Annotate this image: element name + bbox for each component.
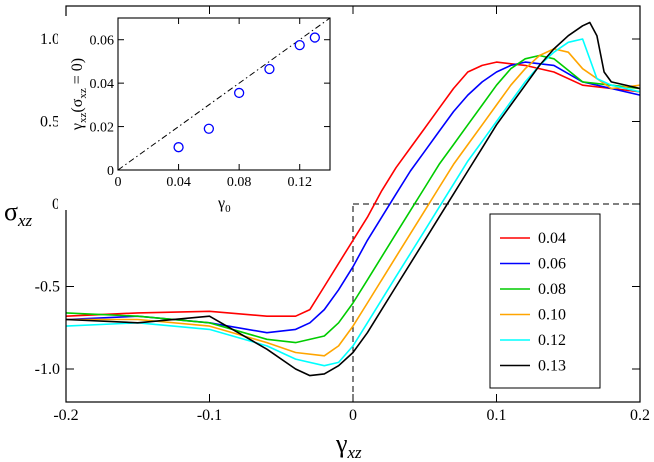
series-line-0.06	[65, 61, 641, 334]
inset-data-point	[233, 87, 245, 99]
inset-axis-ticks: 0 0.04 0.08 0.12 0 0.02 0.04 0.06	[90, 18, 330, 190]
legend-label: 0.06	[538, 256, 566, 273]
inset-reference-line	[117, 17, 331, 171]
legend-label: 0.08	[538, 281, 566, 298]
x-tick-label: 0.1	[487, 407, 507, 424]
inset-x-axis-label: γ0	[217, 195, 231, 215]
inset-y-paren-right: = 0)	[69, 58, 86, 88]
inset-data-point	[294, 39, 305, 51]
x-axis-symbol: γ	[335, 429, 348, 458]
legend-box	[489, 213, 601, 389]
inset-x-symbol: γ	[217, 195, 225, 212]
legend-label: 0.10	[538, 307, 566, 324]
series-line-0.04	[65, 61, 641, 318]
inset-x-tick-label: 0.08	[227, 175, 252, 190]
inset-y-paren-subscript: xz	[77, 88, 89, 99]
inset-y-tick-label: 0	[107, 164, 114, 179]
x-tick-label: 0	[349, 407, 357, 424]
y-tick-label: 0	[52, 196, 60, 213]
legend-label: 0.04	[538, 230, 566, 247]
main-axis-ticks: -0.2 -0.1 0 0.1 0.2 -1.0 -0.5 0 0.5 1.0	[35, 6, 650, 424]
main-reference-lines	[352, 203, 640, 402]
inset-y-tick-label: 0.06	[90, 34, 115, 49]
y-axis-label: σxz	[4, 197, 33, 230]
y-axis-symbol: σ	[4, 197, 18, 226]
series-line-0.10	[66, 48, 641, 357]
main-series-group	[65, 21, 641, 377]
inset-y-paren-left: (σ	[69, 98, 86, 112]
inset-data-point	[264, 63, 275, 75]
inset-data-point	[309, 32, 321, 43]
y-tick-label: 0.5	[40, 114, 60, 131]
inset-y-tick-label: 0.04	[90, 77, 115, 92]
inset-plot-frame	[117, 17, 331, 171]
inset-x-tick-label: 0.12	[287, 175, 312, 190]
y-tick-label: 1.0	[40, 31, 60, 48]
x-axis-label: γxz	[335, 429, 362, 462]
y-tick-label: -0.5	[35, 279, 60, 296]
series-line-0.13	[65, 21, 641, 377]
inset-y-symbol: γ	[69, 123, 86, 131]
inset-y-axis-label: γxz(σxz = 0)	[69, 58, 89, 131]
inset-background	[58, 16, 332, 210]
series-line-0.12	[65, 38, 641, 367]
x-axis-subscript: xz	[347, 443, 363, 462]
x-tick-label: -0.2	[53, 407, 78, 424]
x-tick-label: -0.1	[197, 407, 222, 424]
inset-x-tick-label: 0	[115, 175, 122, 190]
inset-y-tick-label: 0.02	[90, 121, 115, 136]
inset-x-subscript: 0	[225, 203, 231, 215]
inset-content	[117, 17, 331, 171]
inset-y-subscript: xz	[77, 113, 89, 124]
inset-x-tick-label: 0.04	[166, 175, 191, 190]
y-axis-subscript: xz	[17, 211, 33, 230]
legend: 0.04 0.06 0.08 0.10 0.12 0.13	[489, 213, 601, 389]
legend-label: 0.12	[538, 332, 566, 349]
x-tick-label: 0.2	[630, 407, 650, 424]
inset-data-point	[173, 142, 184, 153]
legend-label: 0.13	[538, 358, 566, 375]
y-tick-label: -1.0	[35, 361, 60, 378]
inset-data-point	[203, 123, 215, 134]
